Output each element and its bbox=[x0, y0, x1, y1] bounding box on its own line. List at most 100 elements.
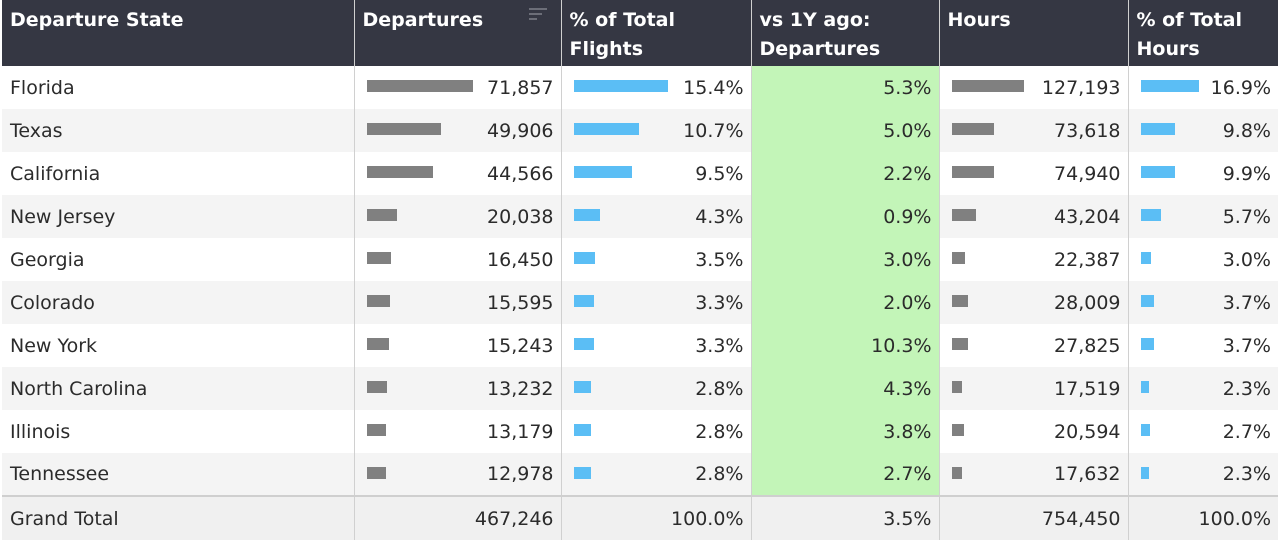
pct-flights-value: 15.4% bbox=[683, 76, 744, 99]
cell-hours: 17,632 bbox=[939, 453, 1129, 496]
cell-hours: 73,618 bbox=[939, 109, 1129, 152]
cell-pct-hours: 3.0% bbox=[1128, 238, 1278, 281]
table-row[interactable]: California 44,566 9.5% 2.2% 74,940 9.9% bbox=[2, 152, 1278, 195]
cell-pct-flights: 10.7% bbox=[561, 109, 752, 152]
cell-vs1y: 5.0% bbox=[751, 109, 940, 152]
pct-hours-value: 5.7% bbox=[1222, 205, 1271, 228]
cell-state: New Jersey bbox=[2, 195, 355, 238]
cell-state: Florida bbox=[2, 66, 355, 109]
cell-state: Colorado bbox=[2, 281, 355, 324]
pct-flights-bar bbox=[573, 338, 594, 350]
cell-departures: 20,038 bbox=[354, 195, 562, 238]
cell-state: North Carolina bbox=[2, 367, 355, 410]
cell-pct-flights: 3.5% bbox=[561, 238, 752, 281]
cell-hours: 28,009 bbox=[939, 281, 1129, 324]
header-pct-total-flights[interactable]: % of Total Flights bbox=[561, 0, 752, 66]
table-row[interactable]: Tennessee 12,978 2.8% 2.7% 17,632 2.3% bbox=[2, 453, 1278, 496]
departures-bar bbox=[366, 338, 389, 350]
cell-pct-hours: 2.3% bbox=[1128, 367, 1278, 410]
table-row[interactable]: Colorado 15,595 3.3% 2.0% 28,009 3.7% bbox=[2, 281, 1278, 324]
departures-bar bbox=[366, 295, 390, 307]
hours-bar bbox=[951, 338, 968, 350]
cell-pct-flights: 15.4% bbox=[561, 66, 752, 109]
table-row[interactable]: Illinois 13,179 2.8% 3.8% 20,594 2.7% bbox=[2, 410, 1278, 453]
departures-value: 15,595 bbox=[487, 291, 554, 314]
total-pct-flights: 100.0% bbox=[561, 495, 752, 540]
cell-departures: 13,179 bbox=[354, 410, 562, 453]
cell-pct-hours: 2.7% bbox=[1128, 410, 1278, 453]
pct-flights-value: 10.7% bbox=[683, 119, 744, 142]
hours-value: 43,204 bbox=[1054, 205, 1121, 228]
cell-state: Georgia bbox=[2, 238, 355, 281]
departures-bar bbox=[366, 424, 386, 436]
table-header: Departure State Departures % of Total Fl… bbox=[2, 0, 1278, 66]
departures-bar bbox=[366, 252, 391, 264]
hours-bar bbox=[951, 467, 962, 479]
pct-hours-value: 2.3% bbox=[1222, 463, 1271, 485]
cell-hours: 17,519 bbox=[939, 367, 1129, 410]
hours-bar bbox=[951, 166, 994, 178]
hours-value: 22,387 bbox=[1054, 248, 1121, 271]
cell-pct-hours: 16.9% bbox=[1128, 66, 1278, 109]
cell-vs1y: 0.9% bbox=[751, 195, 940, 238]
table-row[interactable]: New Jersey 20,038 4.3% 0.9% 43,204 5.7% bbox=[2, 195, 1278, 238]
departures-bar bbox=[366, 381, 387, 393]
table-row[interactable]: Georgia 16,450 3.5% 3.0% 22,387 3.0% bbox=[2, 238, 1278, 281]
pct-hours-bar bbox=[1140, 467, 1149, 479]
pct-flights-value: 3.3% bbox=[695, 291, 744, 314]
pct-hours-bar bbox=[1140, 80, 1199, 92]
cell-pct-flights: 4.3% bbox=[561, 195, 752, 238]
cell-state: Illinois bbox=[2, 410, 355, 453]
table-row[interactable]: New York 15,243 3.3% 10.3% 27,825 3.7% bbox=[2, 324, 1278, 367]
hours-value: 27,825 bbox=[1054, 334, 1121, 357]
header-pct-total-hours[interactable]: % of Total Hours bbox=[1128, 0, 1278, 66]
cell-pct-flights: 2.8% bbox=[561, 367, 752, 410]
header-hours[interactable]: Hours bbox=[939, 0, 1129, 66]
grand-total-row: Grand Total 467,246 100.0% 3.5% 754,450 … bbox=[2, 495, 1278, 540]
total-pct-hours: 100.0% bbox=[1128, 495, 1278, 540]
cell-pct-hours: 2.3% bbox=[1128, 453, 1278, 496]
cell-pct-hours: 3.7% bbox=[1128, 281, 1278, 324]
departures-value: 16,450 bbox=[487, 248, 554, 271]
pct-hours-value: 2.7% bbox=[1222, 420, 1271, 443]
pct-hours-bar bbox=[1140, 338, 1154, 350]
cell-departures: 71,857 bbox=[354, 66, 562, 109]
cell-hours: 74,940 bbox=[939, 152, 1129, 195]
table-row[interactable]: Florida 71,857 15.4% 5.3% 127,193 16.9% bbox=[2, 66, 1278, 109]
header-departure-state[interactable]: Departure State bbox=[2, 0, 355, 66]
departures-value: 13,179 bbox=[487, 420, 554, 443]
pct-flights-value: 2.8% bbox=[695, 420, 744, 443]
hours-value: 74,940 bbox=[1054, 162, 1121, 185]
header-departures[interactable]: Departures bbox=[354, 0, 562, 66]
hours-bar bbox=[951, 381, 962, 393]
cell-vs1y: 3.0% bbox=[751, 238, 940, 281]
pct-flights-value: 4.3% bbox=[695, 205, 744, 228]
hours-bar bbox=[951, 424, 964, 436]
table-row[interactable]: North Carolina 13,232 2.8% 4.3% 17,519 2.3% bbox=[2, 367, 1278, 410]
header-departures-label: Departures bbox=[362, 9, 484, 31]
pct-flights-value: 2.8% bbox=[695, 463, 744, 485]
cell-pct-flights: 2.8% bbox=[561, 453, 752, 496]
cell-departures: 15,595 bbox=[354, 281, 562, 324]
pct-flights-bar bbox=[573, 467, 591, 479]
departures-value: 44,566 bbox=[487, 162, 554, 185]
total-vs1y: 3.5% bbox=[751, 495, 940, 540]
pct-hours-bar bbox=[1140, 209, 1161, 221]
cell-hours: 27,825 bbox=[939, 324, 1129, 367]
pct-hours-value: 16.9% bbox=[1210, 76, 1271, 99]
sort-descending-icon[interactable] bbox=[528, 8, 547, 22]
cell-departures: 13,232 bbox=[354, 367, 562, 410]
departures-bar bbox=[366, 467, 386, 479]
table-row[interactable]: Texas 49,906 10.7% 5.0% 73,618 9.8% bbox=[2, 109, 1278, 152]
header-vs-1y-ago[interactable]: vs 1Y ago: Departures bbox=[751, 0, 940, 66]
pct-hours-bar bbox=[1140, 166, 1175, 178]
cell-pct-hours: 9.8% bbox=[1128, 109, 1278, 152]
cell-departures: 49,906 bbox=[354, 109, 562, 152]
cell-state: California bbox=[2, 152, 355, 195]
cell-vs1y: 5.3% bbox=[751, 66, 940, 109]
departures-bar bbox=[366, 209, 397, 221]
cell-pct-hours: 3.7% bbox=[1128, 324, 1278, 367]
total-departures: 467,246 bbox=[354, 495, 562, 540]
pct-flights-value: 2.8% bbox=[695, 377, 744, 400]
pct-flights-value: 3.3% bbox=[695, 334, 744, 357]
